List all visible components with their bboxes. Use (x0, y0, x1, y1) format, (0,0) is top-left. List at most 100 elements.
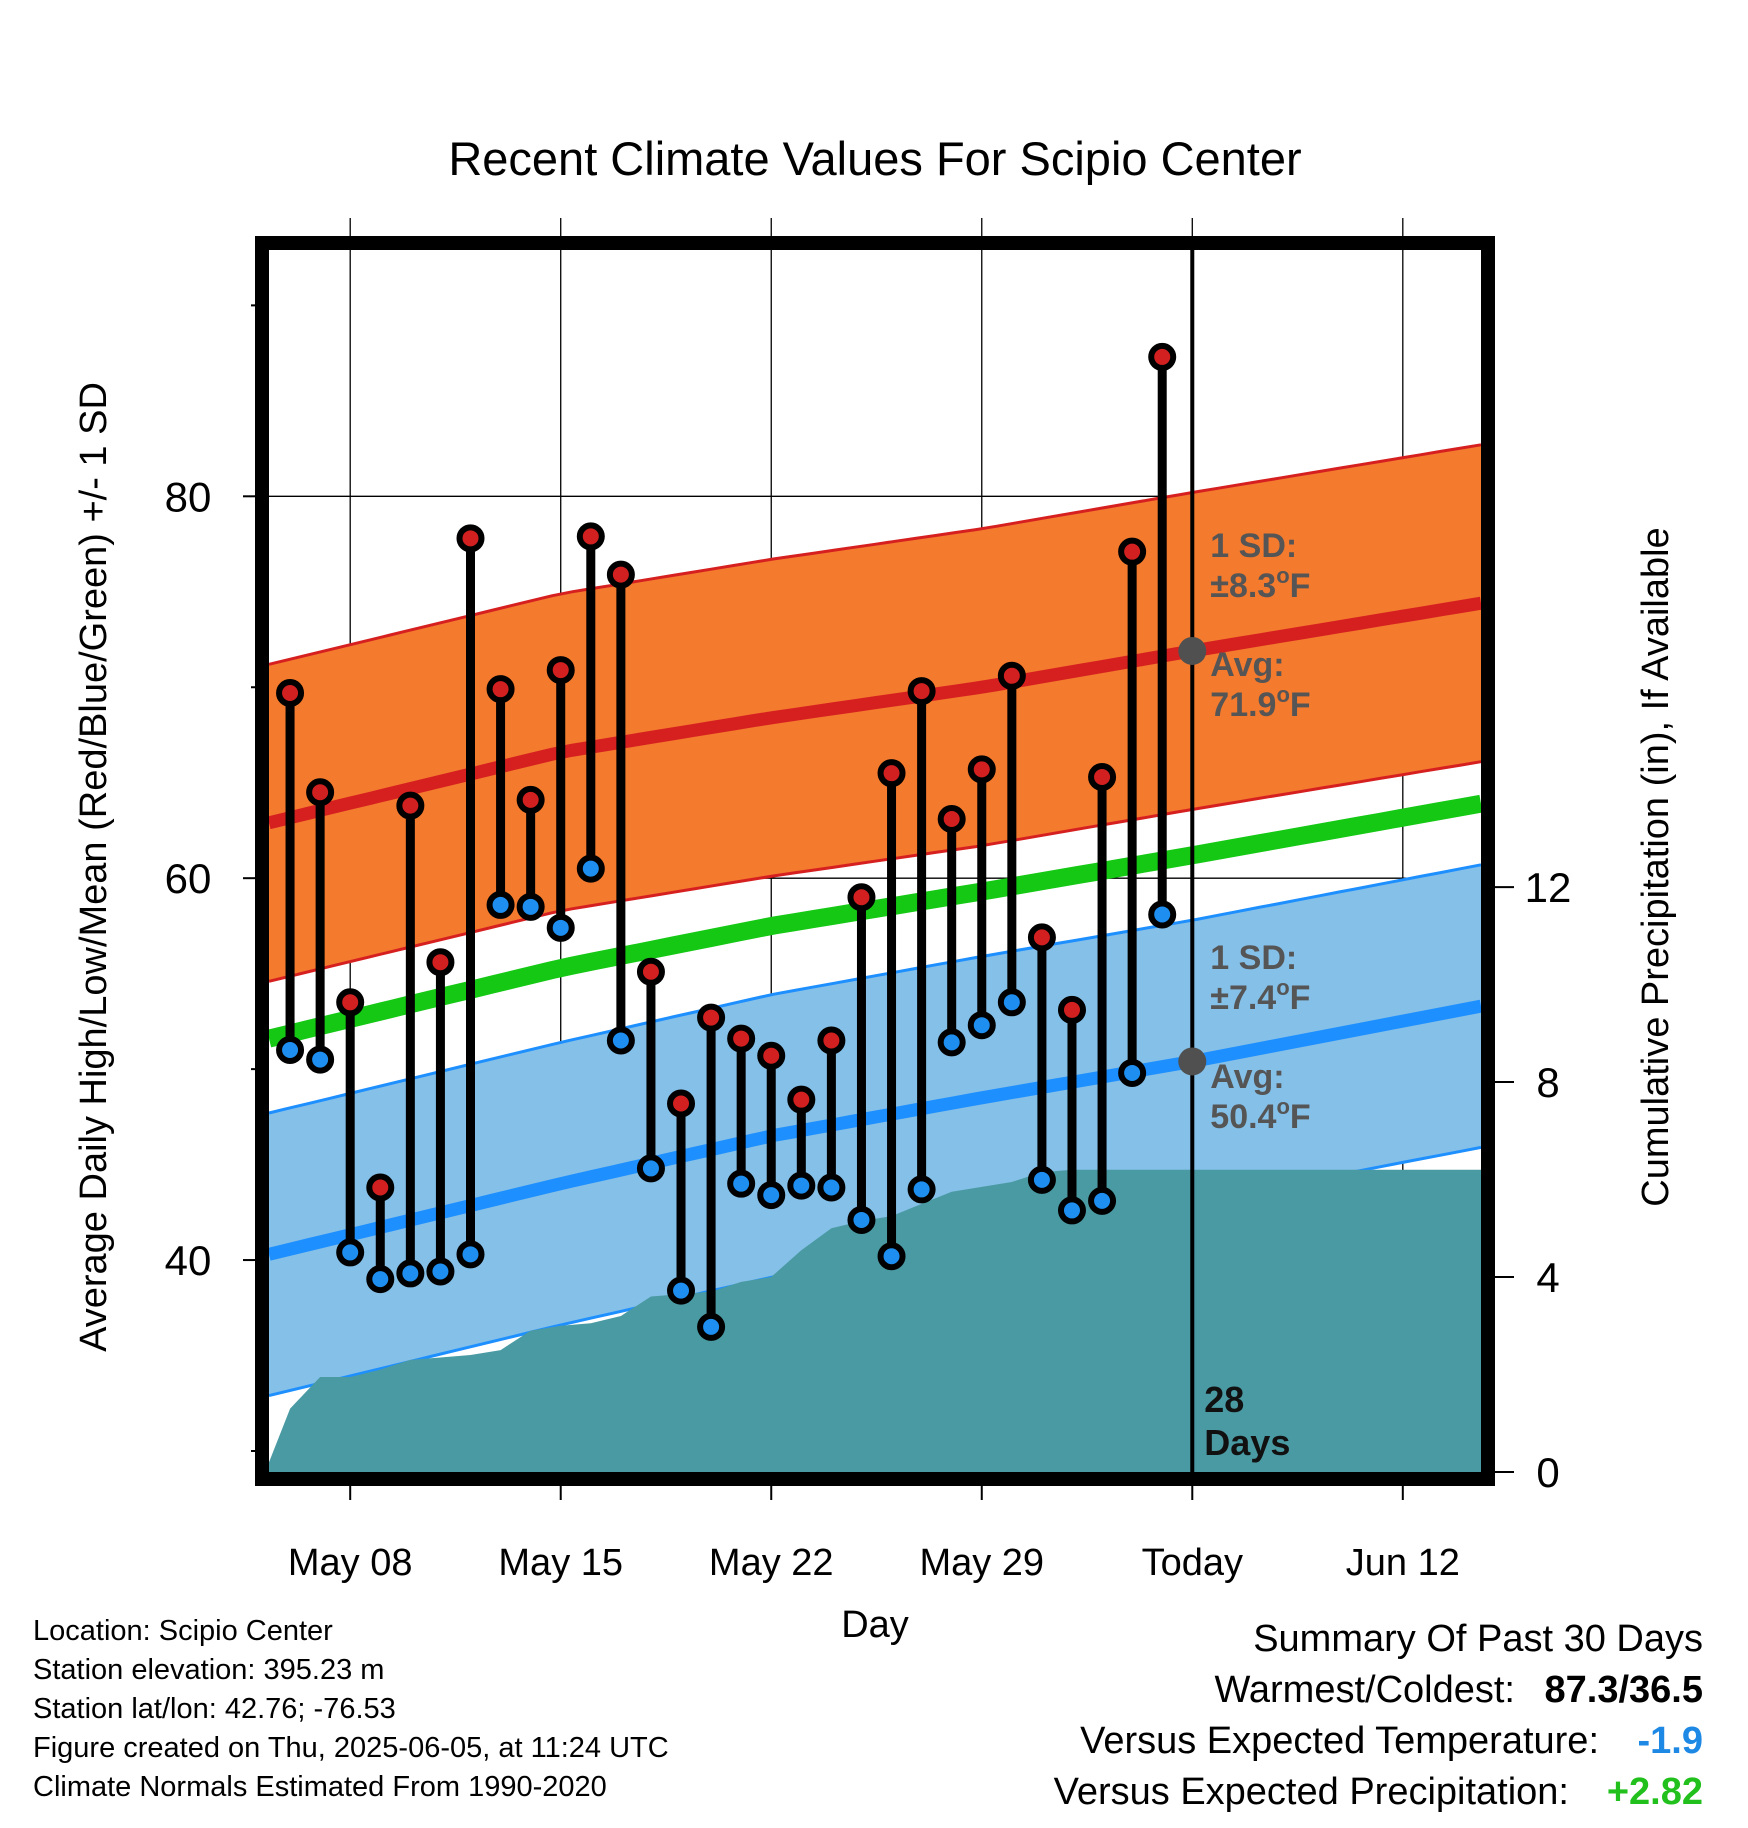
temp-label: Versus Expected Temperature: (1080, 1720, 1599, 1762)
high-point-5 (426, 948, 455, 977)
created-text: Figure created on Thu, 2025-06-05, at 11… (33, 1732, 669, 1764)
high-point-21 (907, 677, 936, 706)
summary-temp-row: Versus Expected Temperature: -1.9 (1054, 1716, 1703, 1767)
low-point-10 (576, 854, 605, 883)
low-point-22 (937, 1028, 966, 1057)
high-point-6 (456, 524, 485, 553)
high-point-12 (636, 957, 665, 986)
high-point-25 (1027, 923, 1056, 952)
high-point-26 (1057, 995, 1086, 1024)
x-tick-label-0: May 08 (288, 1542, 413, 1584)
high-point-9 (546, 656, 575, 685)
low-point-20 (877, 1242, 906, 1271)
today-high-avg-marker (1178, 636, 1207, 665)
low-point-6 (456, 1240, 485, 1269)
high-point-17 (787, 1085, 816, 1114)
low-point-11 (606, 1026, 635, 1055)
high-point-18 (817, 1026, 846, 1055)
low-point-25 (1027, 1165, 1056, 1194)
high-point-19 (847, 883, 876, 912)
high-point-7 (486, 675, 515, 704)
location-text: Location: Scipio Center (33, 1615, 333, 1647)
y-left-tick-label-1: 60 (165, 855, 212, 902)
high-point-23 (967, 755, 996, 784)
low-point-13 (667, 1276, 696, 1305)
y-axis-label-right: Cumulative Precipitation (in), If Availa… (1635, 527, 1677, 1206)
low-point-9 (546, 913, 575, 942)
precip-label: Versus Expected Precipitation: (1053, 1771, 1569, 1813)
low-sd-band (269, 864, 1481, 1396)
low-point-19 (847, 1205, 876, 1234)
high-point-13 (667, 1089, 696, 1118)
x-axis-label: Day (841, 1604, 909, 1646)
plot-frame (255, 236, 1495, 1486)
low-sd-annotation: 1 SD: ±7.4oF (1210, 939, 1310, 1017)
low-point-24 (997, 988, 1026, 1017)
precip-value: +2.82 (1606, 1771, 1703, 1813)
latlon-text: Station lat/lon: 42.76; -76.53 (33, 1693, 396, 1725)
normals-text: Climate Normals Estimated From 1990-2020 (33, 1771, 607, 1803)
low-point-27 (1088, 1186, 1117, 1215)
low-point-12 (636, 1154, 665, 1183)
x-tick-label-1: May 15 (498, 1542, 623, 1584)
low-point-15 (727, 1169, 756, 1198)
low-point-1 (306, 1045, 335, 1074)
low-point-21 (907, 1175, 936, 1204)
low-point-7 (486, 890, 515, 919)
today-low-avg-marker (1178, 1047, 1207, 1076)
high-point-0 (276, 678, 305, 707)
high-point-20 (877, 759, 906, 788)
high-sd-annotation: 1 SD: ±8.3oF (1210, 527, 1310, 605)
high-sd-band (269, 444, 1481, 982)
summary-precip-row: Versus Expected Precipitation: +2.82 (1054, 1767, 1703, 1818)
high-point-11 (606, 560, 635, 589)
y-right-tick-label-3: 12 (1525, 864, 1572, 911)
low-point-0 (276, 1036, 305, 1065)
low-avg-annotation: Avg: 50.4oF (1210, 1058, 1310, 1136)
x-tick-label-4: Today (1142, 1542, 1243, 1584)
x-tick-label-3: May 29 (919, 1542, 1044, 1584)
high-point-8 (516, 785, 545, 814)
high-point-22 (937, 804, 966, 833)
low-point-16 (757, 1181, 786, 1210)
low-point-17 (787, 1171, 816, 1200)
high-point-29 (1148, 342, 1177, 371)
period-annotation: 28 Days (1204, 1379, 1290, 1463)
low-point-5 (426, 1257, 455, 1286)
high-point-14 (697, 1003, 726, 1032)
low-point-3 (366, 1265, 395, 1294)
high-point-15 (727, 1024, 756, 1053)
low-point-8 (516, 892, 545, 921)
y-right-tick-label-1: 4 (1536, 1254, 1559, 1301)
precip-area (269, 1169, 1481, 1472)
y-left-tick-label-2: 80 (165, 473, 212, 520)
high-point-28 (1118, 537, 1147, 566)
chart-title: Recent Climate Values For Scipio Center (448, 132, 1301, 185)
high-point-2 (336, 988, 365, 1017)
elevation-text: Station elevation: 395.23 m (33, 1654, 385, 1686)
summary-heading: Summary Of Past 30 Days (1253, 1618, 1703, 1660)
low-point-23 (967, 1011, 996, 1040)
high-point-1 (306, 778, 335, 807)
low-point-29 (1148, 900, 1177, 929)
low-point-28 (1118, 1058, 1147, 1087)
high-point-4 (396, 791, 425, 820)
high-avg-annotation: Avg: 71.9oF (1210, 646, 1310, 724)
low-point-4 (396, 1259, 425, 1288)
high-point-16 (757, 1041, 786, 1070)
high-point-10 (576, 522, 605, 551)
low-point-2 (336, 1238, 365, 1267)
y-left-tick-label-0: 40 (165, 1237, 212, 1284)
summary-panel: Summary Of Past 30 Days Warmest/Coldest:… (1054, 1614, 1703, 1818)
summary-warmest-row: Warmest/Coldest: 87.3/36.5 (1054, 1665, 1703, 1716)
high-point-3 (366, 1173, 395, 1202)
warmest-label: Warmest/Coldest: (1214, 1669, 1515, 1711)
x-tick-label-2: May 22 (709, 1542, 834, 1584)
temp-value: -1.9 (1637, 1720, 1703, 1762)
y-right-tick-label-0: 0 (1536, 1449, 1559, 1496)
high-point-24 (997, 661, 1026, 690)
station-info: Location: Scipio Center Station elevatio… (33, 1612, 669, 1807)
plot-area: 1 SD: ±8.3oF Avg: 71.9oF 1 SD: ±7.4oF Avg: 50.4… (165, 218, 1572, 1584)
warmest-value: 87.3/36.5 (1544, 1669, 1703, 1711)
